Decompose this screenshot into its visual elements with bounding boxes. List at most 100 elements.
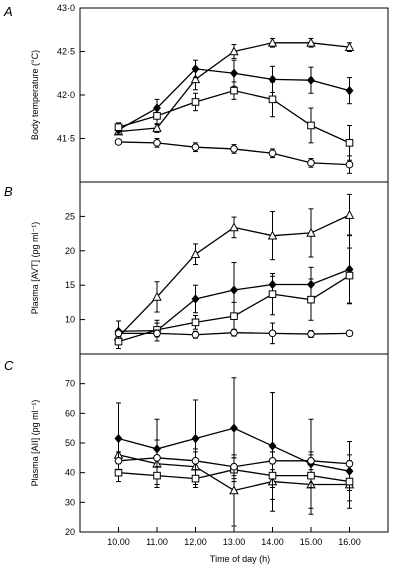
series-circle-open bbox=[114, 448, 354, 477]
data-point bbox=[114, 329, 123, 338]
data-point bbox=[230, 285, 238, 295]
y-tick-label: 30 bbox=[65, 497, 75, 507]
data-point bbox=[267, 230, 278, 240]
x-tick-label: 10.00 bbox=[107, 537, 130, 547]
series-circle-open bbox=[114, 322, 354, 345]
data-point bbox=[114, 337, 123, 346]
data-point bbox=[153, 139, 161, 147]
x-tick-label: 12.00 bbox=[184, 537, 207, 547]
data-point bbox=[268, 329, 277, 338]
panel-b-plot-area bbox=[113, 193, 355, 349]
data-point bbox=[345, 459, 354, 468]
x-tick-label: 13.00 bbox=[223, 537, 246, 547]
data-point bbox=[191, 457, 200, 465]
data-point bbox=[344, 209, 355, 219]
y-tick-label: 70 bbox=[65, 379, 75, 389]
data-point bbox=[230, 86, 238, 95]
data-point bbox=[191, 143, 200, 151]
panel-b: B Plasma [AVT] (pg ml⁻¹) 10 15 20 25 bbox=[4, 181, 389, 355]
data-point bbox=[153, 471, 161, 480]
data-point bbox=[190, 249, 201, 259]
y-tick-label: 20 bbox=[65, 246, 75, 256]
panel-c-x-ticks: 10.00 11.00 12.00 13.00 14.00 15.00 16.00 bbox=[107, 527, 361, 547]
data-point bbox=[153, 454, 161, 462]
data-point bbox=[345, 329, 354, 338]
data-point bbox=[230, 423, 238, 433]
data-point bbox=[307, 295, 315, 304]
y-tick-label: 43·0 bbox=[57, 3, 75, 13]
data-point bbox=[345, 477, 354, 486]
data-point bbox=[114, 468, 123, 477]
data-point bbox=[153, 329, 161, 338]
x-tick-label: 11.00 bbox=[146, 537, 168, 547]
data-point bbox=[268, 441, 277, 451]
data-point bbox=[229, 222, 239, 232]
data-point bbox=[267, 37, 278, 47]
y-tick-label: 20 bbox=[65, 527, 75, 537]
data-point bbox=[268, 149, 277, 158]
y-tick-label: 15 bbox=[65, 280, 75, 290]
data-point bbox=[114, 433, 123, 444]
data-point bbox=[191, 294, 200, 304]
data-point bbox=[268, 290, 277, 298]
y-tick-label: 50 bbox=[65, 438, 75, 448]
data-point bbox=[307, 330, 315, 338]
data-point bbox=[230, 68, 238, 78]
y-tick-label: 60 bbox=[65, 408, 75, 418]
data-point bbox=[344, 41, 355, 51]
data-point bbox=[229, 46, 239, 56]
y-tick-label: 42·0 bbox=[57, 90, 75, 100]
panel-b-y-ticks: 10 15 20 25 bbox=[65, 211, 85, 325]
data-point bbox=[345, 85, 354, 96]
data-point bbox=[268, 457, 277, 465]
y-tick-label: 42·5 bbox=[57, 47, 75, 57]
panel-a-letter: A bbox=[3, 4, 13, 19]
panel-a: A Body temperature (°C) 41·5 42·0 42·5 43·0 bbox=[3, 3, 389, 183]
panel-c: C Plasma [AII] (pg ml⁻¹) 20 30 40 50 60 70 10… bbox=[4, 353, 389, 564]
x-tick-label: 16.00 bbox=[338, 537, 361, 547]
data-point bbox=[191, 64, 200, 74]
data-point bbox=[307, 121, 315, 130]
y-tick-label: 40 bbox=[65, 468, 75, 478]
data-point bbox=[307, 457, 315, 465]
data-point bbox=[114, 123, 123, 131]
data-point bbox=[230, 312, 238, 320]
y-tick-label: 25 bbox=[65, 211, 75, 221]
panel-a-y-axis-label: Body temperature (°C) bbox=[30, 50, 40, 140]
data-point bbox=[191, 318, 200, 327]
panel-a-y-ticks: 41·5 42·0 42·5 43·0 bbox=[57, 3, 85, 144]
series-triangle-open bbox=[113, 193, 355, 343]
series-circle-open bbox=[114, 138, 354, 174]
series-square-open bbox=[114, 81, 354, 161]
panel-a-plot-area bbox=[113, 37, 355, 174]
data-point bbox=[191, 330, 200, 339]
data-point bbox=[230, 145, 238, 153]
y-tick-label: 10 bbox=[65, 315, 75, 325]
data-point bbox=[307, 471, 315, 480]
x-axis-label: Time of day (h) bbox=[210, 554, 270, 564]
x-tick-label: 14.00 bbox=[261, 537, 284, 547]
panel-b-letter: B bbox=[4, 184, 13, 199]
data-point bbox=[191, 474, 200, 483]
data-point bbox=[345, 160, 354, 169]
data-point bbox=[230, 462, 238, 471]
panel-c-plot-area bbox=[113, 377, 355, 527]
data-point bbox=[268, 471, 277, 480]
data-point bbox=[153, 112, 161, 120]
data-point bbox=[306, 37, 316, 47]
data-point bbox=[230, 328, 238, 337]
data-point bbox=[152, 122, 162, 132]
panel-c-y-ticks: 20 30 40 50 60 70 bbox=[65, 379, 85, 537]
panel-c-y-axis-label: Plasma [AII] (pg ml⁻¹) bbox=[30, 400, 40, 487]
data-point bbox=[306, 227, 316, 237]
data-point bbox=[345, 139, 354, 147]
data-point bbox=[114, 138, 123, 146]
data-point bbox=[114, 457, 123, 465]
data-point bbox=[191, 98, 200, 106]
data-point bbox=[190, 74, 201, 84]
data-point bbox=[345, 271, 354, 280]
data-point bbox=[229, 485, 239, 495]
data-point bbox=[191, 433, 200, 444]
data-point bbox=[152, 291, 162, 301]
